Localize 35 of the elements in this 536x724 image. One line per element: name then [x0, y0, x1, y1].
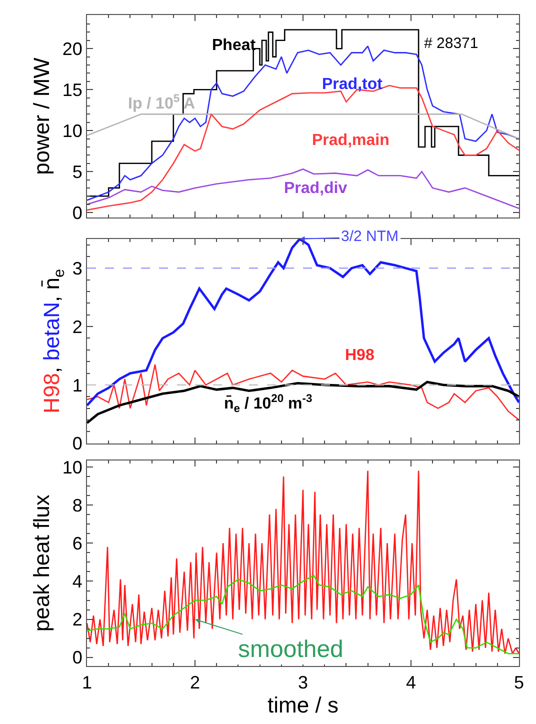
y-tick-label: 2: [72, 316, 82, 337]
x-tick-label: 4: [406, 672, 416, 693]
text: Prad,main: [312, 132, 390, 149]
series-label: n̄$_{e}$ / 10$^{20}$ m$^{-3}$: [224, 393, 312, 416]
y-tick-label: 6: [72, 533, 82, 554]
annotation: # 28371: [424, 35, 478, 52]
y-tick-label: 1: [72, 375, 82, 396]
annotation: smoothed: [238, 636, 344, 663]
series-label: Ip / 10$^{5}$ A: [128, 93, 196, 113]
y-tick-label: 2: [72, 610, 82, 630]
y-tick-label: 10: [62, 120, 82, 141]
series-label: Prad,tot: [322, 76, 384, 93]
y-axis-title: power / MW: [29, 57, 54, 175]
y-tick-label: 3: [72, 258, 82, 278]
y-tick-label: 0: [72, 648, 82, 668]
series-label: H98: [345, 347, 374, 364]
y-tick-label: 4: [72, 572, 82, 592]
line-series: [87, 380, 519, 424]
x-axis-title: time / s: [268, 692, 338, 718]
y-tick-label: 5: [72, 162, 82, 182]
x-tick-label: 5: [514, 672, 524, 693]
series-label: Prad,div: [284, 180, 348, 197]
y-tick-label: 0: [72, 202, 82, 223]
x-tick-label: 2: [190, 672, 200, 693]
line-series: [87, 364, 519, 421]
x-tick-label: 3: [298, 672, 308, 693]
line-series: [87, 168, 519, 210]
y-tick-label: 10: [62, 457, 82, 478]
y-tick-label: 8: [72, 495, 82, 516]
annotation: 3/2 NTM: [341, 228, 399, 245]
series-label: Pheat: [212, 37, 256, 54]
y-tick-label: 0: [72, 434, 82, 454]
y-tick-label: 20: [62, 38, 82, 59]
y-tick-label: 15: [62, 80, 82, 100]
y-axis-title: peak heat flux: [29, 494, 54, 632]
